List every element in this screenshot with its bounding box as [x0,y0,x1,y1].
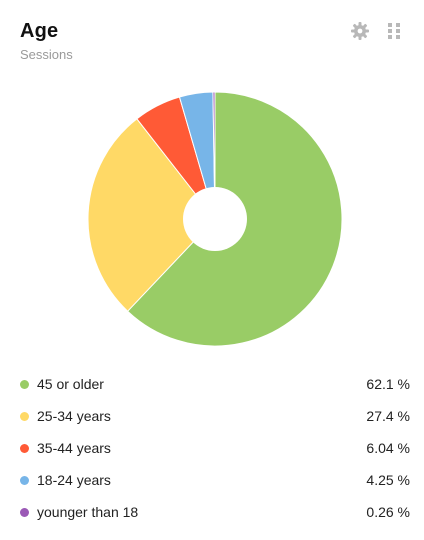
legend-swatch [20,411,29,421]
grip-icon [387,21,401,46]
widget-tools [350,21,404,46]
pie-slice-25-34-years[interactable] [87,118,216,312]
legend-swatch [20,379,29,389]
legend-label: 35-44 years [37,440,111,456]
legend-item-25-34-years[interactable]: 25-34 years 27.4 % [20,400,410,432]
chart-legend: 45 or older 62.1 % 25-34 years 27.4 % 35… [20,368,410,528]
legend-label: 18-24 years [37,472,111,488]
legend-label: 45 or older [37,376,104,392]
widget-subtitle: Sessions [20,47,73,62]
gear-icon [350,21,370,46]
donut-hole [183,187,247,251]
legend-label: younger than 18 [37,504,139,520]
legend-swatch [20,443,29,453]
legend-value: 27.4 % [366,408,410,424]
legend-item-45-or-older[interactable]: 45 or older 62.1 % [20,368,410,400]
legend-value: 0.26 % [366,504,410,520]
legend-item-35-44-years[interactable]: 35-44 years 6.04 % [20,432,410,464]
widget-title: Age [20,20,59,42]
settings-button[interactable] [350,21,370,46]
legend-item-younger-than-18[interactable]: younger than 18 0.26 % [20,496,410,528]
legend-label: 25-34 years [37,408,111,424]
pie-slice-younger-than-18[interactable] [212,91,216,220]
widget-header: Age Sessions [20,18,404,66]
legend-value: 6.04 % [366,440,410,456]
legend-value: 4.25 % [366,472,410,488]
legend-value: 62.1 % [366,376,410,392]
legend-item-18-24-years[interactable]: 18-24 years 4.25 % [20,464,410,496]
drag-handle[interactable] [384,21,404,46]
donut-svg [87,91,343,347]
age-donut-chart [84,88,346,350]
legend-swatch [20,507,29,517]
legend-swatch [20,475,29,485]
